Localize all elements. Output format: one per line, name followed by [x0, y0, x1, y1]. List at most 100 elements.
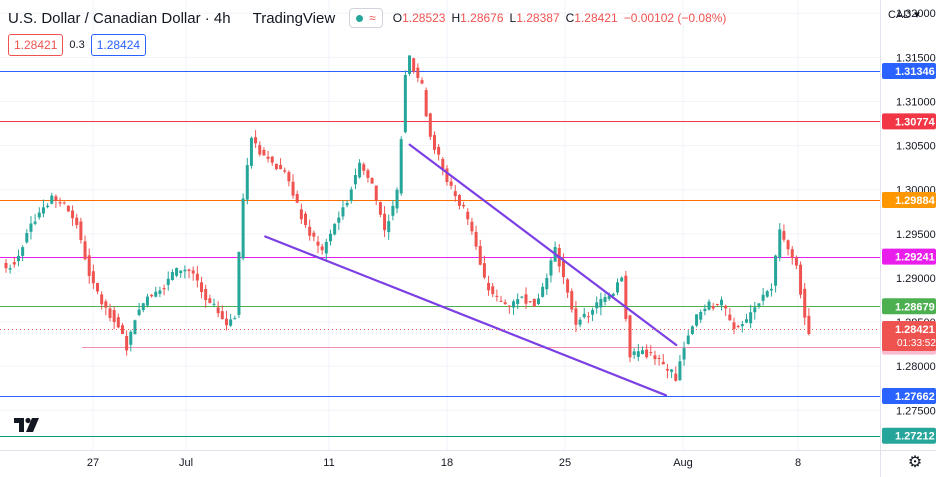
candle-body-189 [790, 249, 794, 259]
level-label-bg-7 [882, 427, 936, 444]
candle-body-135 [566, 279, 570, 293]
level-label-1: 1.30774 [895, 116, 936, 128]
candle-body-2 [12, 262, 16, 265]
tradingview-logo-icon[interactable] [14, 416, 40, 439]
y-tick-label-8: 1.28000 [896, 361, 936, 373]
settings-gear-icon[interactable]: ⚙ [907, 454, 923, 471]
candle-body-40 [170, 272, 174, 281]
candle-body-89 [374, 185, 378, 201]
candle-body-104 [437, 146, 441, 155]
candle-body-92 [387, 221, 391, 233]
y-tick-label-2: 1.31000 [896, 96, 936, 108]
sell-price-button[interactable]: 1.28421 [8, 34, 64, 56]
candle-body-116 [487, 282, 491, 291]
candle-body-98 [412, 58, 416, 72]
candle-body-18 [79, 221, 83, 240]
candle-body-27 [116, 317, 120, 328]
x-tick-label-3: 18 [441, 457, 453, 469]
candle-body-63 [266, 156, 270, 159]
candle-body-76 [320, 246, 324, 251]
candle-body-147 [616, 282, 620, 293]
candle-body-105 [441, 159, 445, 170]
candle-body-163 [682, 348, 686, 360]
candle-body-177 [740, 324, 744, 327]
symbol-title[interactable]: U.S. Dollar / Canadian Dollar · 4h [8, 9, 231, 27]
candle-body-181 [757, 303, 761, 307]
candle-body-53 [224, 318, 228, 326]
trendline-upper-wedge [408, 143, 678, 347]
chevron-down-icon: ▾ [914, 9, 920, 21]
y-tick-label-9: 1.27500 [896, 405, 936, 417]
change-value: −0.00102 (−0.08%) [623, 11, 727, 25]
candle-body-168 [703, 308, 707, 312]
currency-selector[interactable]: CAD ▾ [888, 8, 920, 22]
market-status-pill[interactable]: ≈ [349, 8, 383, 28]
candle-body-139 [582, 313, 586, 318]
candle-body-171 [715, 303, 719, 305]
candle-body-157 [657, 357, 661, 359]
candle-body-80 [337, 217, 341, 223]
candle-body-191 [799, 264, 803, 295]
candle-body-127 [532, 298, 536, 307]
candle-body-131 [549, 260, 553, 276]
candle-body-187 [782, 231, 786, 240]
candle-body-39 [166, 278, 170, 285]
high-value: 1.28676 [460, 11, 504, 25]
level-label-bg-3 [882, 248, 936, 265]
candle-body-83 [349, 189, 353, 201]
candle-body-45 [191, 270, 195, 274]
candle-body-8 [37, 212, 41, 218]
candle-body-86 [362, 164, 366, 171]
level-label-bg-4 [882, 298, 936, 315]
candle-body-34 [145, 296, 149, 306]
candle-body-69 [291, 181, 295, 196]
candle-body-61 [258, 145, 262, 155]
candle-body-113 [474, 231, 478, 247]
y-tick-label-1: 1.31500 [896, 52, 936, 64]
y-tick-label-3: 1.30500 [896, 141, 936, 153]
spread-value: 0.3 [69, 39, 85, 51]
level-label-bg-1 [882, 113, 936, 130]
level-label-bg-0 [882, 62, 936, 79]
candle-body-174 [728, 314, 732, 321]
x-tick-label-6: 8 [795, 457, 801, 469]
candle-body-125 [524, 294, 528, 304]
candle-body-134 [561, 261, 565, 278]
candle-body-24 [104, 301, 108, 308]
buy-price-button[interactable]: 1.28424 [90, 34, 147, 56]
candle-body-123 [516, 299, 520, 305]
candle-body-154 [645, 349, 649, 358]
currency-label: CAD [888, 8, 912, 21]
candle-body-155 [649, 352, 653, 354]
candle-body-158 [661, 361, 665, 365]
candle-body-142 [595, 302, 599, 309]
candle-body-74 [312, 232, 316, 237]
candle-body-33 [141, 303, 145, 311]
candle-body-179 [749, 312, 753, 324]
x-tick-label-5: Aug [673, 457, 693, 469]
candle-body-6 [29, 223, 33, 232]
candle-body-114 [478, 245, 482, 265]
candle-body-31 [133, 320, 137, 335]
candle-body-70 [295, 193, 299, 203]
candle-body-90 [378, 202, 382, 215]
candle-body-185 [774, 255, 778, 286]
candle-body-161 [674, 373, 678, 381]
candle-body-11 [50, 195, 54, 204]
close-value: 1.28421 [574, 11, 618, 25]
candle-body-1 [8, 268, 12, 270]
candle-body-115 [482, 263, 486, 278]
market-open-dot-icon [356, 14, 364, 22]
candle-body-101 [424, 90, 428, 117]
candle-body-21 [91, 271, 95, 284]
candle-body-96 [403, 75, 407, 133]
y-tick-label-6: 1.29000 [896, 273, 936, 285]
candle-body-97 [408, 55, 412, 74]
candle-body-46 [195, 273, 199, 281]
candle-body-84 [353, 175, 357, 185]
candle-body-172 [720, 299, 724, 306]
candle-body-12 [54, 196, 58, 201]
y-tick-label-0: 1.32000 [896, 8, 936, 20]
candle-body-150 [628, 315, 632, 358]
